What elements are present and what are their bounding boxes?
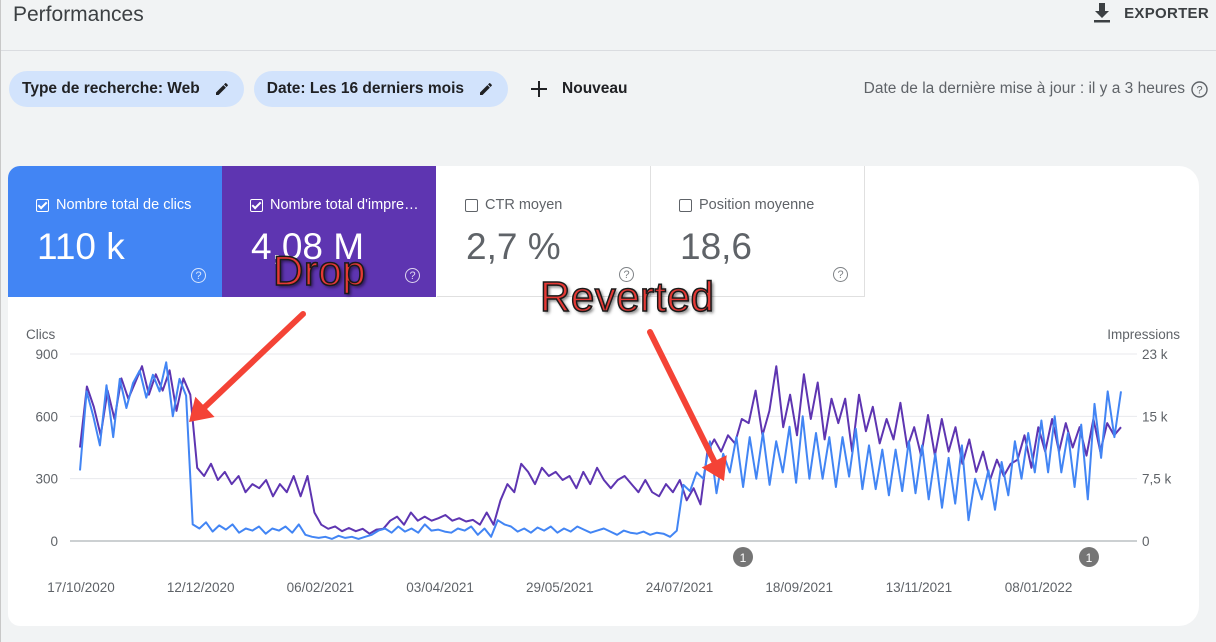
metric-average-position[interactable]: Position moyenne 18,6 ? — [651, 166, 865, 297]
new-filter-label: Nouveau — [562, 80, 628, 97]
left-tick-label: 900 — [35, 347, 58, 362]
x-tick-label: 17/10/2020 — [47, 580, 115, 595]
search-type-label: Type de recherche: Web — [22, 80, 200, 97]
metric-total-impressions[interactable]: Nombre total d'impressions 4,08 M ? — [222, 166, 436, 297]
last-update-text: Date de la dernière mise à jour : il y a… — [863, 80, 1185, 97]
metric-average-ctr[interactable]: CTR moyen 2,7 % ? — [437, 166, 651, 297]
plus-icon — [531, 81, 548, 97]
event-marker[interactable]: 1 — [1079, 547, 1099, 567]
checkbox-checked[interactable] — [36, 198, 49, 212]
metric-value: 18,6 — [680, 226, 753, 267]
arrow-shaft — [201, 311, 306, 410]
metric-header: Nombre total de clics — [36, 197, 206, 213]
x-tick-label: 03/04/2021 — [406, 580, 474, 595]
x-tick-label: 24/07/2021 — [646, 580, 714, 595]
metric-label: Position moyenne — [699, 197, 815, 213]
help-icon[interactable]: ? — [1191, 80, 1208, 98]
axis-ticks: 900 23 k 600 15 k 300 7,5 k 0 0 — [35, 347, 1171, 549]
metric-header: Nombre total d'impressions — [250, 197, 420, 213]
checkbox-unchecked[interactable] — [679, 198, 692, 212]
x-tick-label: 29/05/2021 — [526, 580, 594, 595]
right-tick-label: 15 k — [1142, 409, 1168, 424]
left-tick-label: 600 — [35, 409, 58, 424]
annotation-reverted: Reverted — [539, 272, 715, 321]
annotation-drop: Drop — [272, 246, 367, 295]
last-update-info: Date de la dernière mise à jour : il y a… — [864, 80, 1208, 98]
date-range-chip[interactable]: Date: Les 16 derniers mois — [253, 71, 509, 107]
date-range-label: Date: Les 16 derniers mois — [266, 80, 465, 97]
arrow-head — [701, 455, 727, 481]
svg-text:?: ? — [1196, 84, 1202, 96]
annotation-arrows — [189, 311, 727, 481]
metric-value: 4,08 M — [251, 226, 365, 267]
metric-label: CTR moyen — [485, 197, 563, 213]
impressions-line — [79, 365, 1122, 535]
filter-bar: Type de recherche: Web Date: Les 16 dern… — [9, 71, 628, 107]
help-icon[interactable]: ? — [833, 267, 848, 282]
help-icon[interactable]: ? — [405, 268, 420, 283]
metric-total-clicks[interactable]: Nombre total de clics 110 k ? — [8, 166, 222, 297]
checkbox-unchecked[interactable] — [465, 198, 478, 212]
metric-value: 110 k — [37, 226, 125, 267]
performance-chart[interactable]: Clics Impressions 900 23 k 600 15 k 300 7,5 k… — [8, 166, 1199, 626]
svg-text:1: 1 — [740, 551, 747, 565]
event-marker[interactable]: 1 — [733, 547, 753, 567]
right-tick-label: 23 k — [1142, 347, 1168, 362]
x-tick-label: 18/09/2021 — [765, 580, 833, 595]
left-tick-label: 300 — [35, 472, 58, 487]
x-tick-label: 06/02/2021 — [287, 580, 355, 595]
right-tick-label: 0 — [1142, 534, 1150, 549]
export-label: EXPORTER — [1124, 4, 1209, 22]
export-button[interactable]: EXPORTER — [1092, 2, 1209, 24]
x-tick-label: 13/11/2021 — [886, 580, 953, 595]
right-axis-title: Impressions — [1107, 327, 1180, 342]
metric-header: CTR moyen — [465, 197, 635, 213]
metric-value: 2,7 % — [466, 226, 561, 267]
clicks-line — [79, 361, 1122, 540]
arrow-shaft — [647, 329, 718, 465]
x-tick-label: 08/01/2022 — [1005, 580, 1073, 595]
checkbox-checked[interactable] — [250, 198, 263, 212]
svg-text:1: 1 — [1086, 551, 1093, 565]
left-axis-title: Clics — [26, 327, 55, 342]
chart-series — [79, 361, 1122, 540]
top-bar: Performances EXPORTER — [1, 0, 1216, 51]
download-icon — [1094, 3, 1111, 23]
performance-card: Nombre total de clics 110 k ? Nombre tot… — [8, 166, 1199, 626]
metric-header: Position moyenne — [679, 197, 849, 213]
help-icon[interactable]: ? — [191, 268, 206, 283]
arrow-head — [189, 396, 215, 422]
page-title: Performances — [13, 3, 144, 26]
x-axis-labels: 17/10/2020 12/12/2020 06/02/2021 03/04/2021… — [47, 580, 1072, 595]
pencil-icon — [215, 83, 228, 95]
right-tick-label: 7,5 k — [1142, 472, 1172, 487]
x-tick-label: 12/12/2020 — [167, 580, 235, 595]
pencil-icon — [480, 83, 492, 95]
search-type-chip[interactable]: Type de recherche: Web — [9, 71, 244, 107]
left-tick-label: 0 — [50, 534, 58, 549]
new-filter-button[interactable]: Nouveau — [530, 80, 628, 98]
help-icon[interactable]: ? — [619, 267, 634, 282]
